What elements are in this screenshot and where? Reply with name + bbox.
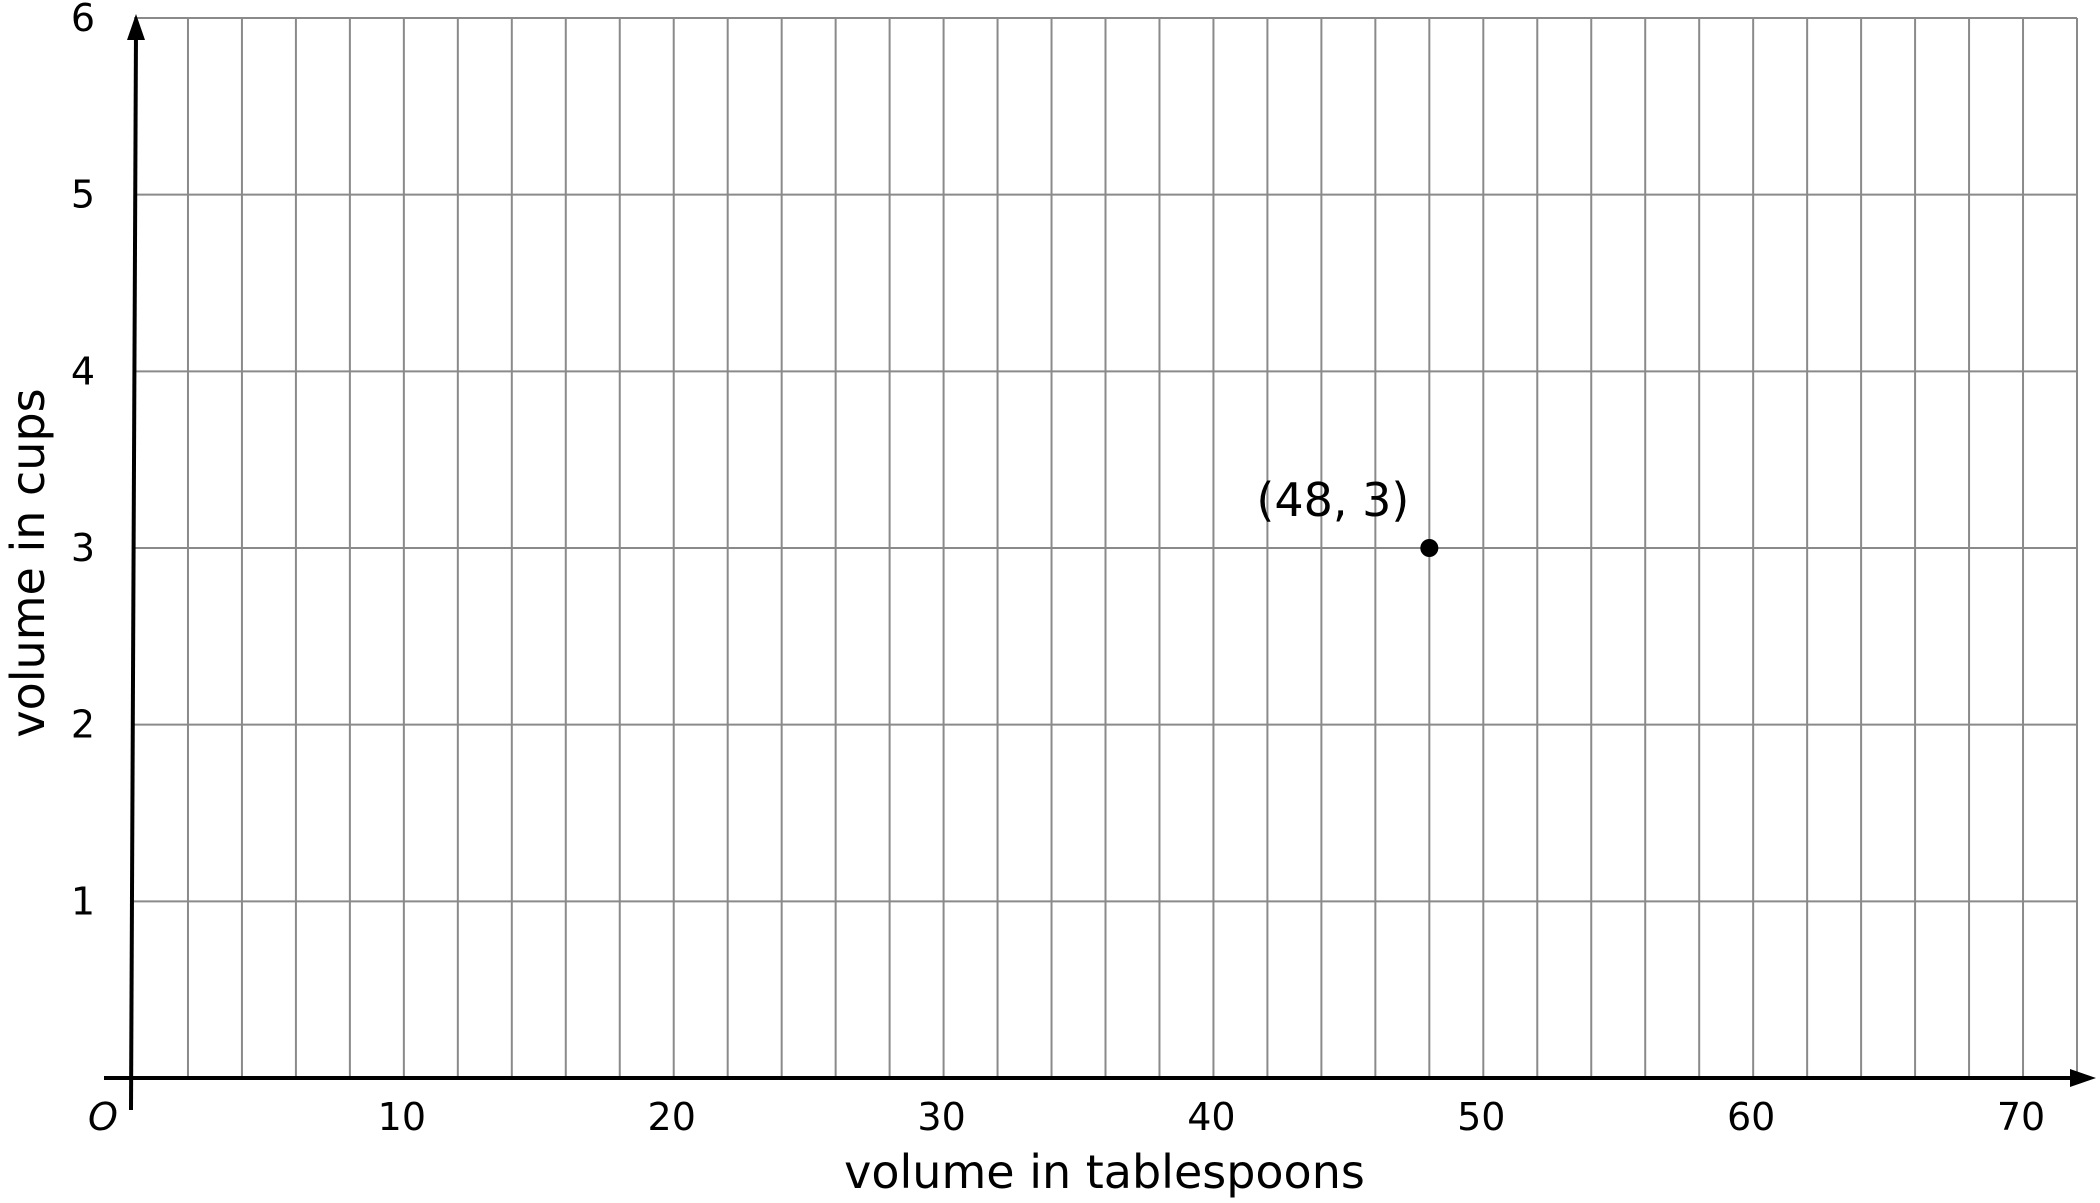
y-tick-label: 1 bbox=[71, 879, 95, 923]
data-points: (48, 3) bbox=[1256, 473, 1439, 557]
y-tick-label: 3 bbox=[71, 526, 95, 570]
x-tick-label: 30 bbox=[917, 1095, 965, 1139]
y-tick-label: 6 bbox=[71, 0, 95, 40]
origin-label: O bbox=[88, 1095, 118, 1139]
y-tick-label: 4 bbox=[71, 349, 95, 393]
x-tick-label: 60 bbox=[1727, 1095, 1775, 1139]
grid bbox=[134, 17, 2078, 1078]
x-tick-label: 70 bbox=[1997, 1095, 2045, 1139]
y-axis-title: volume in cups bbox=[1, 388, 55, 737]
axes bbox=[104, 14, 2096, 1111]
x-tick-label: 10 bbox=[378, 1095, 426, 1139]
x-axis-arrow-icon bbox=[2070, 1069, 2096, 1087]
tick-labels: 10 20 30 40 50 60 70 1 2 3 4 5 6 bbox=[71, 0, 2045, 1139]
x-tick-label: 40 bbox=[1187, 1095, 1235, 1139]
data-point-label: (48, 3) bbox=[1256, 473, 1409, 527]
x-tick-label: 20 bbox=[648, 1095, 696, 1139]
y-axis bbox=[129, 29, 138, 1111]
x-tick-label: 50 bbox=[1457, 1095, 1505, 1139]
y-axis-arrow-icon bbox=[127, 14, 145, 40]
x-axis-title: volume in tablespoons bbox=[844, 1145, 1365, 1199]
y-tick-label: 2 bbox=[71, 703, 95, 747]
y-tick-label: 5 bbox=[71, 173, 95, 217]
data-point bbox=[1420, 539, 1439, 557]
